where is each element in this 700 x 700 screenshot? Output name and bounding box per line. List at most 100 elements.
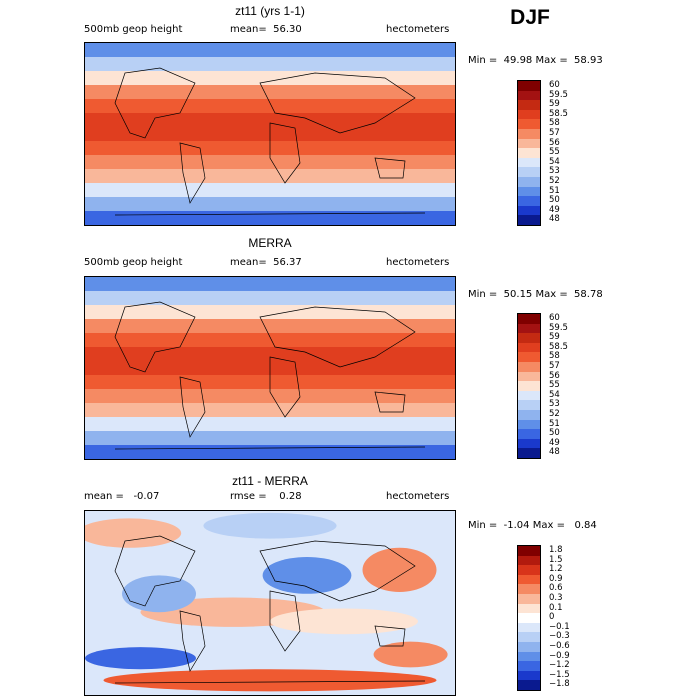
colorbar-tick-label: 0.6 [549, 583, 563, 594]
panel2-colorbar [517, 313, 541, 459]
colorbar-tick-label: 1.2 [549, 564, 563, 575]
field-anomaly [103, 669, 437, 692]
colorbar-tick-label: 57 [549, 361, 560, 371]
colorbar-swatch [518, 215, 540, 225]
colorbar-swatch [518, 584, 540, 594]
colorbar-swatch [518, 593, 540, 604]
field-band [85, 319, 455, 334]
panel1-units: hectometers [386, 24, 450, 35]
colorbar-swatch [518, 419, 540, 430]
panel3-rmse: rmse = 0.28 [230, 491, 302, 502]
colorbar-tick-label: −0.3 [549, 631, 570, 642]
field-anomaly [270, 608, 418, 635]
colorbar-swatch [518, 438, 540, 449]
colorbar-swatch [518, 157, 540, 168]
panel2-minmax: Min = 50.15 Max = 58.78 [468, 289, 603, 300]
colorbar-swatch [518, 429, 540, 439]
colorbar-tick-label: 1.5 [549, 554, 563, 565]
panel3-title: zt11 - MERRA [232, 474, 308, 488]
field-anomaly [85, 647, 196, 670]
colorbar-tick-label: 60 [549, 313, 560, 323]
colorbar-tick-label: 0.1 [549, 602, 563, 613]
colorbar-swatch [518, 371, 540, 382]
colorbar-swatch [518, 314, 540, 324]
colorbar-tick-label: 53 [549, 166, 560, 177]
coastline [374, 157, 406, 179]
colorbar-swatch [518, 409, 540, 420]
colorbar-tick-label: −1.8 [549, 679, 570, 690]
colorbar-tick-label: 0.9 [549, 573, 563, 584]
colorbar-tick-label: 52 [549, 176, 560, 186]
field-band [85, 183, 455, 198]
colorbar-tick-label: −1.2 [549, 660, 570, 671]
panel3-minmax: Min = -1.04 Max = 0.84 [468, 520, 597, 531]
field-band [85, 431, 455, 446]
panel2-variable: 500mb geop height [84, 257, 183, 268]
colorbar-swatch [518, 661, 540, 671]
panel1-mean: mean= 56.30 [230, 24, 302, 35]
coastline [114, 212, 426, 216]
field-band [85, 169, 455, 184]
coastline [179, 376, 206, 438]
colorbar-tick-label: 50 [549, 195, 560, 206]
panel1-colorbar [517, 80, 541, 226]
season-label: DJF [510, 6, 550, 29]
field-band [85, 333, 455, 348]
coastline [114, 67, 196, 139]
colorbar-swatch [518, 381, 540, 391]
field-band [85, 347, 455, 362]
colorbar-tick-label: 54 [549, 389, 560, 400]
field-band [85, 403, 455, 418]
colorbar-tick-label: 55 [549, 380, 560, 391]
coastline [269, 122, 301, 184]
colorbar-tick-label: 57 [549, 128, 560, 138]
panel3-units: hectometers [386, 491, 450, 502]
colorbar-swatch [518, 352, 540, 362]
panel3-map [84, 510, 456, 696]
colorbar-swatch [518, 128, 540, 139]
field-anomaly [373, 641, 448, 668]
colorbar-swatch [518, 565, 540, 575]
colorbar-tick-label: 53 [549, 399, 560, 410]
panel1-title: zt11 (yrs 1-1) [235, 4, 305, 18]
colorbar-swatch [518, 555, 540, 566]
colorbar-tick-label: 59.5 [549, 89, 568, 100]
colorbar-swatch [518, 109, 540, 120]
colorbar-swatch [518, 361, 540, 372]
colorbar-swatch [518, 205, 540, 216]
field-anomaly [203, 512, 337, 539]
colorbar-swatch [518, 613, 540, 623]
colorbar-tick-label: 59.5 [549, 322, 568, 333]
field-anomaly [85, 518, 182, 548]
colorbar-swatch [518, 90, 540, 101]
field-anomaly [262, 557, 352, 594]
panel3-mean: mean = -0.07 [84, 491, 160, 502]
colorbar-swatch [518, 119, 540, 129]
field-band [85, 277, 455, 292]
panel3-colorbar [517, 545, 541, 691]
coastline [114, 535, 196, 607]
colorbar-swatch [518, 323, 540, 334]
field-band [85, 57, 455, 72]
colorbar-tick-label: 58.5 [549, 108, 568, 119]
coastline [269, 356, 301, 418]
field-anomaly [122, 575, 196, 613]
colorbar-tick-label: 56 [549, 370, 560, 381]
colorbar-tick-label: 49 [549, 437, 560, 448]
coastline [179, 610, 206, 672]
colorbar-swatch [518, 546, 540, 556]
colorbar-swatch [518, 603, 540, 614]
field-band [85, 99, 455, 114]
colorbar-swatch [518, 670, 540, 681]
field-band [85, 291, 455, 306]
field-band [85, 389, 455, 404]
colorbar-tick-label: 58 [549, 118, 560, 129]
colorbar-swatch [518, 641, 540, 652]
colorbar-tick-label: 0 [549, 612, 555, 623]
colorbar-swatch [518, 680, 540, 690]
colorbar-swatch [518, 100, 540, 110]
field-band [85, 71, 455, 86]
colorbar-swatch [518, 333, 540, 343]
colorbar-swatch [518, 176, 540, 187]
colorbar-tick-label: −1.5 [549, 669, 570, 680]
